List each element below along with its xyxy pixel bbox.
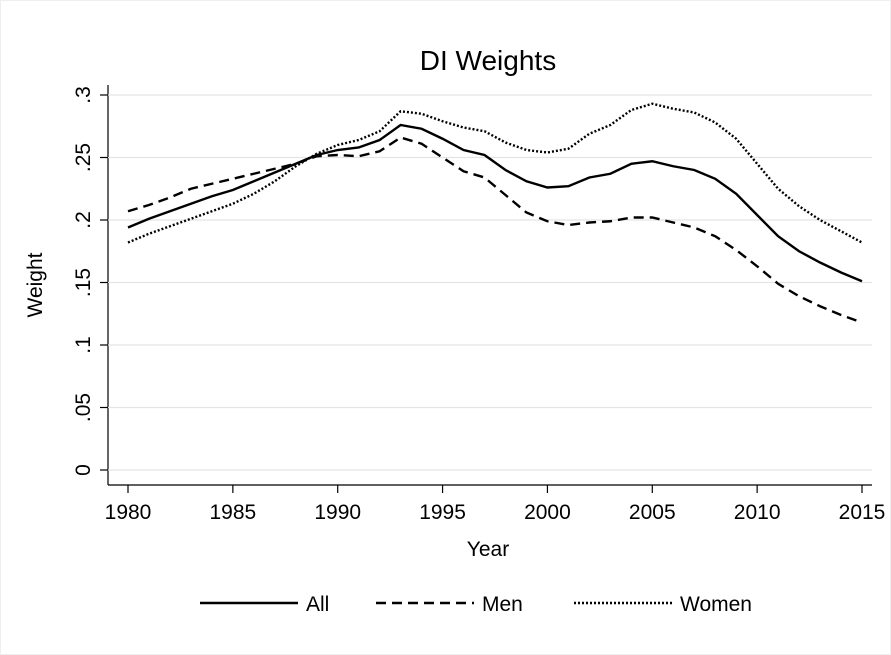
legend-label: Women — [680, 593, 752, 616]
y-axis-label: Weight — [24, 252, 47, 317]
x-tick-label: 2005 — [629, 501, 676, 524]
series-line — [127, 136, 863, 324]
series-line — [127, 123, 863, 283]
legend-label: All — [306, 593, 329, 616]
y-tick-label: .2 — [72, 211, 95, 229]
x-tick-label: 1990 — [314, 501, 361, 524]
x-tick-label: 1995 — [419, 501, 466, 524]
x-tick-label: 2015 — [839, 501, 886, 524]
y-tick-label: .25 — [72, 143, 95, 172]
y-tick-label: .1 — [72, 336, 95, 354]
x-tick-label: 1980 — [105, 501, 152, 524]
y-tick-label: 0 — [72, 464, 95, 476]
y-tick-label: .05 — [72, 393, 95, 422]
legend-label: Men — [482, 593, 523, 616]
x-tick-label: 1985 — [209, 501, 256, 524]
x-tick-label: 2010 — [734, 501, 781, 524]
series-line — [127, 102, 863, 244]
y-tick-label: .15 — [72, 268, 95, 297]
x-tick-label: 2000 — [524, 501, 571, 524]
chart-title: DI Weights — [420, 45, 556, 76]
x-axis-label: Year — [467, 538, 509, 561]
y-tick-label: .3 — [72, 86, 95, 104]
